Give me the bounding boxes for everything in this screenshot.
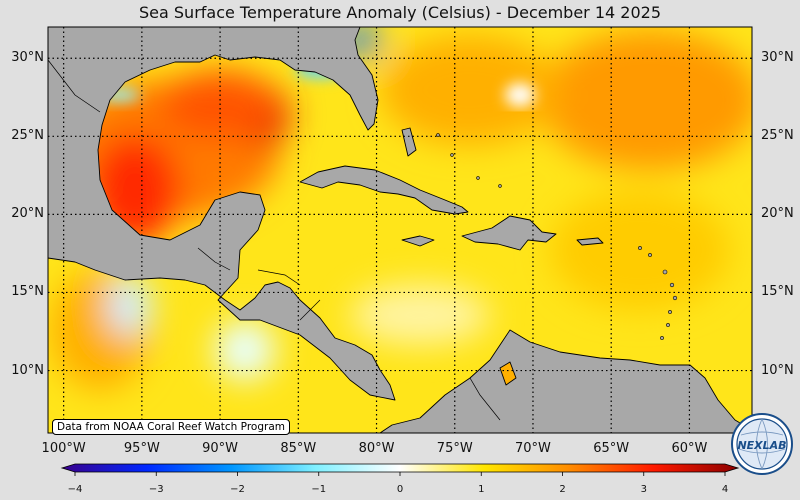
lon-label: 85°W <box>280 441 317 456</box>
land-jamaica <box>401 235 435 247</box>
land <box>48 27 752 433</box>
anomaly-pacific-cool <box>108 275 152 335</box>
nexlab-globe-logo[interactable]: NEXLAB <box>731 413 793 475</box>
data-credit: Data from NOAA Coral Reef Watch Program <box>52 419 290 435</box>
lat-label-right: 30°N <box>761 50 794 66</box>
border-central-america <box>197 247 321 321</box>
lat-label-right: 10°N <box>761 362 794 378</box>
lon-label: 60°W <box>671 441 708 456</box>
land-south-america <box>379 329 752 433</box>
lat-label-right: 15°N <box>761 284 794 300</box>
colorbar-tick-label: 2 <box>559 484 566 495</box>
colorbar-tick-label: 0 <box>396 484 404 495</box>
colorbar-tick-label: −2 <box>230 484 245 495</box>
anomaly-atlantic-nw <box>380 35 560 145</box>
colorbar-tick-label: 3 <box>640 484 647 495</box>
lat-label-left: 15°N <box>11 284 44 300</box>
lat-label-right: 25°N <box>761 128 794 144</box>
map-area <box>48 27 752 433</box>
lon-label: 75°W <box>436 441 473 456</box>
colorbar-ticks <box>74 472 726 476</box>
land-cuba <box>299 165 469 215</box>
border-colombia-venezuela <box>469 377 501 421</box>
country-borders <box>48 59 501 421</box>
lat-label-left: 30°N <box>11 50 44 66</box>
anomaly-caribbean-sw <box>350 285 490 345</box>
land-lake-maracaibo <box>499 361 517 386</box>
lon-label: 95°W <box>123 441 160 456</box>
land-north-america <box>48 27 396 401</box>
colorbar-tick-label: 4 <box>721 484 729 495</box>
colorbar-bar <box>60 463 740 473</box>
lon-label: 100°W <box>41 441 86 456</box>
colorbar-tick-label: −4 <box>67 484 83 495</box>
border-us-mexico <box>48 59 101 113</box>
lon-label: 80°W <box>358 441 395 456</box>
lon-label: 90°W <box>202 441 239 456</box>
lat-label-left: 20°N <box>11 206 44 222</box>
colorbar-tick-label: 1 <box>478 484 485 495</box>
anomaly-bahamas-white <box>505 83 535 107</box>
map-title: Sea Surface Temperature Anomaly (Celsius… <box>139 3 661 22</box>
lat-label-left: 25°N <box>11 128 44 144</box>
lat-label-left: 10°N <box>11 362 44 378</box>
colorbar-tick-label: −1 <box>311 484 327 495</box>
lon-label: 65°W <box>593 441 630 456</box>
anomaly-atlantic-ne <box>540 30 752 170</box>
small-islands <box>436 133 678 340</box>
colorbar <box>60 463 740 476</box>
logo-text: NEXLAB <box>737 439 786 452</box>
lat-label-right: 20°N <box>761 206 794 222</box>
land-puerto-rico <box>576 237 604 246</box>
lon-label: 70°W <box>515 441 551 456</box>
anomaly-pacific-cool-2 <box>215 320 275 380</box>
colorbar-tick-label: −3 <box>148 484 164 495</box>
anomaly-caribbean-e <box>550 190 730 310</box>
land-hispaniola <box>461 215 557 251</box>
graticule <box>48 27 752 433</box>
map-frame <box>47 26 753 434</box>
land-andros <box>401 127 417 157</box>
